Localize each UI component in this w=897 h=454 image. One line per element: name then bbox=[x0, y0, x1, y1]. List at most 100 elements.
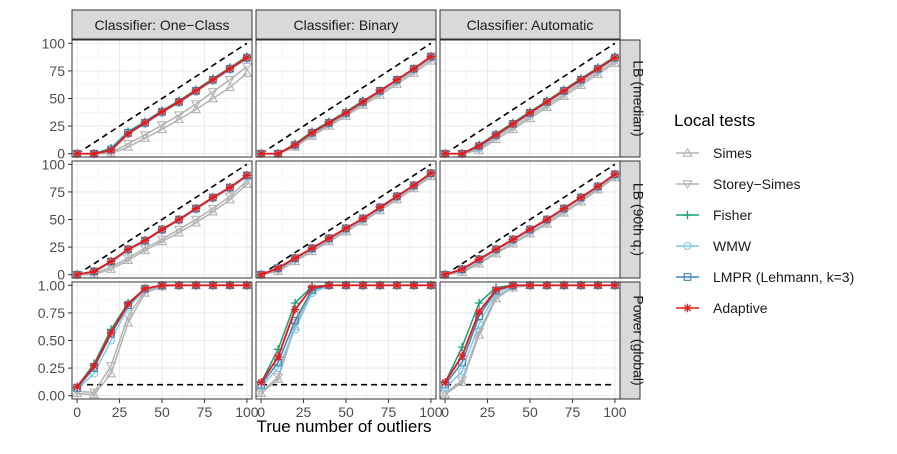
data-point-triangle-up bbox=[682, 147, 693, 157]
data-point-asterisk bbox=[457, 264, 467, 274]
data-point-asterisk bbox=[426, 168, 436, 178]
y-tick-label: 75 bbox=[49, 184, 65, 200]
y-tick-label: 100 bbox=[42, 156, 66, 172]
data-point-asterisk bbox=[559, 86, 569, 95]
data-point-triangle-down bbox=[473, 327, 485, 337]
data-point-asterisk bbox=[392, 192, 402, 201]
data-point-asterisk bbox=[593, 64, 603, 73]
data-point-asterisk bbox=[491, 130, 501, 140]
data-point-triangle-down bbox=[439, 389, 451, 399]
data-point-triangle-up bbox=[473, 329, 485, 339]
series-adaptive bbox=[72, 53, 252, 158]
panel-border bbox=[439, 160, 621, 279]
data-point-asterisk bbox=[576, 193, 586, 202]
facet-strip-col-1 bbox=[255, 9, 437, 40]
x-tick-label: 50 bbox=[338, 404, 354, 420]
data-point-asterisk bbox=[140, 236, 150, 245]
panel-r2-c2 bbox=[439, 280, 621, 400]
data-point-triangle-up bbox=[224, 82, 236, 92]
data-point-circle bbox=[90, 369, 99, 378]
data-point-asterisk bbox=[559, 204, 569, 213]
data-point-asterisk bbox=[89, 361, 99, 371]
data-point-asterisk bbox=[290, 305, 300, 314]
data-point-asterisk bbox=[174, 97, 184, 107]
data-point-plus bbox=[474, 298, 484, 308]
data-point-asterisk bbox=[191, 86, 201, 95]
data-point-asterisk bbox=[508, 119, 518, 129]
series-storey_simes bbox=[71, 62, 253, 159]
panel-border bbox=[255, 160, 437, 279]
legend-label: LMPR (Lehmann, k=3) bbox=[713, 269, 854, 285]
data-point-asterisk bbox=[508, 235, 518, 244]
data-point-plus bbox=[683, 210, 692, 220]
x-tick-label: 50 bbox=[522, 404, 538, 420]
data-point-asterisk bbox=[307, 243, 317, 253]
series-line-storey_simes bbox=[77, 65, 248, 155]
data-point-triangle-down bbox=[156, 235, 168, 245]
data-point-asterisk bbox=[242, 171, 252, 180]
data-point-asterisk bbox=[191, 204, 201, 213]
data-point-triangle-up bbox=[139, 132, 151, 142]
data-point-asterisk bbox=[123, 129, 133, 139]
facet-strip-row-label: Power (global) bbox=[631, 295, 647, 385]
data-point-asterisk bbox=[375, 203, 385, 212]
data-point-triangle-up bbox=[241, 67, 253, 77]
data-point-asterisk bbox=[208, 193, 218, 202]
panels bbox=[71, 39, 621, 400]
series-adaptive bbox=[440, 281, 620, 387]
facet-strip-row-label: LB (median) bbox=[631, 60, 647, 136]
panel-border bbox=[255, 39, 437, 158]
data-point-asterisk bbox=[525, 225, 535, 234]
data-point-asterisk bbox=[542, 97, 552, 107]
data-point-triangle-down bbox=[173, 111, 185, 121]
data-point-asterisk bbox=[409, 181, 419, 190]
data-point-asterisk bbox=[508, 281, 518, 290]
legend-title: Local tests bbox=[674, 111, 755, 130]
data-point-triangle-down bbox=[255, 388, 267, 398]
data-point-asterisk bbox=[191, 281, 201, 290]
data-point-asterisk bbox=[358, 214, 368, 223]
data-point-asterisk bbox=[491, 285, 501, 294]
data-point-asterisk bbox=[440, 378, 450, 387]
data-point-asterisk bbox=[610, 170, 620, 179]
series-adaptive bbox=[440, 53, 620, 158]
facet-strip-col-label: Classifier: One−Class bbox=[95, 17, 230, 33]
y-tick-label: 0.75 bbox=[38, 305, 65, 321]
data-point-triangle-down bbox=[682, 180, 693, 190]
y-tick-label: 0 bbox=[57, 267, 65, 283]
x-tick-label: 75 bbox=[381, 404, 397, 420]
data-point-triangle-up bbox=[207, 93, 219, 103]
series-adaptive bbox=[256, 168, 436, 279]
data-point-triangle-up bbox=[156, 124, 168, 134]
data-point-asterisk bbox=[576, 281, 586, 290]
data-point-asterisk bbox=[140, 118, 150, 127]
data-point-asterisk bbox=[426, 281, 436, 290]
data-point-asterisk bbox=[474, 307, 484, 317]
data-point-triangle-down bbox=[207, 88, 219, 98]
data-point-triangle-down bbox=[272, 373, 284, 383]
facet-strip-col-0 bbox=[71, 9, 253, 40]
data-point-asterisk bbox=[683, 303, 692, 313]
data-point-asterisk bbox=[225, 183, 235, 192]
data-point-triangle-down bbox=[224, 192, 236, 202]
data-point-asterisk bbox=[106, 328, 116, 337]
data-point-asterisk bbox=[157, 225, 167, 234]
legend: Local tests Simes Storey−Simes Fisher WMW LM… bbox=[674, 111, 854, 316]
data-point-asterisk bbox=[106, 257, 116, 266]
data-point-asterisk bbox=[89, 149, 99, 158]
data-point-asterisk bbox=[542, 281, 552, 290]
legend-item-lmpr: LMPR (Lehmann, k=3) bbox=[676, 269, 854, 285]
panel-r1-c0 bbox=[71, 160, 253, 280]
data-point-asterisk bbox=[208, 75, 218, 84]
data-point-asterisk bbox=[474, 141, 484, 151]
x-tick-label: 25 bbox=[296, 404, 312, 420]
data-point-triangle-up bbox=[88, 389, 100, 399]
data-point-asterisk bbox=[290, 140, 300, 150]
data-point-asterisk bbox=[457, 149, 467, 158]
y-tick-label: 100 bbox=[42, 35, 66, 51]
panel-r0-c1 bbox=[255, 39, 437, 159]
data-point-asterisk bbox=[256, 270, 266, 279]
data-point-asterisk bbox=[225, 64, 235, 73]
